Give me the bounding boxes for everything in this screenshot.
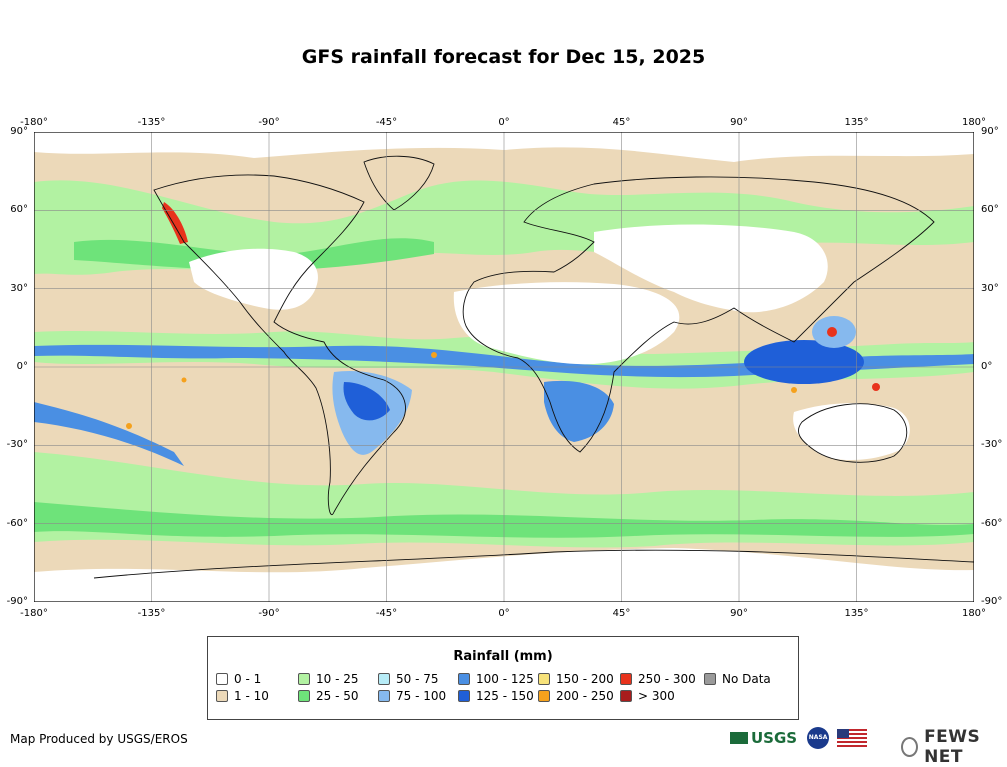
legend-label: > 300 <box>638 689 675 703</box>
legend-swatch <box>458 673 470 685</box>
usgs-logo: USGS NASA <box>730 727 868 749</box>
legend-swatch <box>216 690 228 702</box>
latitude-label: 60° <box>981 204 999 216</box>
map-title: GFS rainfall forecast for Dec 15, 2025 <box>301 46 706 68</box>
americas-coastline <box>153 174 406 515</box>
latitude-label: 60° <box>10 204 28 216</box>
legend-item: 125 - 150 <box>458 689 534 703</box>
legend-label: 10 - 25 <box>316 672 359 686</box>
legend-label: No Data <box>722 672 771 686</box>
legend-item: 1 - 10 <box>216 689 269 703</box>
fews-net-logo: FEWS NET <box>901 727 1007 767</box>
legend-item: 200 - 250 <box>538 689 614 703</box>
legend-item: No Data <box>704 672 771 686</box>
legend-swatch <box>620 690 632 702</box>
legend-item: 75 - 100 <box>378 689 446 703</box>
legend-label: 1 - 10 <box>234 689 269 703</box>
legend-label: 0 - 1 <box>234 672 262 686</box>
latitude-label: -60° <box>981 517 1003 529</box>
longitude-label: 180° <box>961 117 987 128</box>
latitude-label: -90° <box>6 596 28 607</box>
latitude-label: 90° <box>10 126 28 137</box>
latitude-label: 0° <box>16 361 28 372</box>
longitude-label: -135° <box>137 608 166 619</box>
legend-swatch <box>378 673 390 685</box>
longitude-label: -45° <box>375 608 398 619</box>
pacific-northwest-rain <box>162 202 188 244</box>
legend-swatch <box>538 690 550 702</box>
latitude-label: -30° <box>6 439 28 451</box>
longitude-label: -90° <box>258 117 280 128</box>
longitude-label: 90° <box>730 117 748 128</box>
longitude-label: -180° <box>20 117 48 128</box>
sahara-dry <box>453 282 680 365</box>
legend-swatch <box>704 673 716 685</box>
antarctica-coastline <box>93 549 974 579</box>
latitude-label: -30° <box>981 439 1003 451</box>
us-flag-icon <box>837 729 868 747</box>
south-pacific-convergence <box>34 402 184 466</box>
longitude-label: -135° <box>137 117 166 128</box>
longitude-label: 135° <box>844 608 869 619</box>
australia-coastline <box>798 403 908 463</box>
maritime-continent-rain <box>744 340 864 384</box>
legend-item: 25 - 50 <box>298 689 359 703</box>
legend-item: 150 - 200 <box>538 672 614 686</box>
credit-text: Map Produced by USGS/EROS <box>10 732 188 746</box>
state-department-seal-icon <box>901 737 919 757</box>
longitude-label: -45° <box>375 117 398 128</box>
legend-label: 75 - 100 <box>396 689 447 703</box>
legend-item: 10 - 25 <box>298 672 359 686</box>
longitude-label: 135° <box>844 117 869 128</box>
latitude-label: 30° <box>981 282 999 294</box>
legend-label: 200 - 250 <box>556 689 614 703</box>
longitude-label: -90° <box>258 608 280 619</box>
north-america-dry <box>189 248 318 310</box>
philippines-peak <box>827 327 837 337</box>
legend-item: 50 - 75 <box>378 672 439 686</box>
latitude-label: -60° <box>6 517 28 529</box>
latitude-label: 90° <box>981 126 999 137</box>
legend-item: > 300 <box>620 689 675 703</box>
longitude-label: 0° <box>498 117 510 128</box>
longitude-label: 45° <box>612 608 631 619</box>
longitude-label: 90° <box>730 608 748 619</box>
legend: Rainfall (mm) 0 - 1 1 - 10 10 - 25 25 - 50 5… <box>207 636 799 720</box>
nasa-logo: NASA <box>807 727 830 749</box>
eurasia-africa-coastline <box>462 176 935 453</box>
longitude-label: 45° <box>612 117 631 128</box>
legend-title: Rainfall (mm) <box>453 649 553 664</box>
legend-label: 150 - 200 <box>556 672 614 686</box>
legend-item: 250 - 300 <box>620 672 696 686</box>
latitude-label: -90° <box>981 596 1003 607</box>
legend-swatch <box>458 690 470 702</box>
legend-label: 250 - 300 <box>638 672 696 686</box>
legend-swatch <box>298 673 310 685</box>
legend-label: 125 - 150 <box>476 689 534 703</box>
longitude-label: -180° <box>20 608 48 619</box>
legend-swatch <box>538 673 550 685</box>
legend-label: 50 - 75 <box>396 672 439 686</box>
latitude-label: 30° <box>10 282 28 294</box>
legend-label: 100 - 125 <box>476 672 534 686</box>
legend-swatch <box>378 690 390 702</box>
legend-swatch <box>298 690 310 702</box>
legend-swatch <box>216 673 228 685</box>
asia-dry <box>594 224 828 313</box>
longitude-label: 0° <box>498 608 510 619</box>
greenland-coastline <box>363 155 435 211</box>
legend-label: 25 - 50 <box>316 689 359 703</box>
graticule <box>34 132 974 602</box>
coastlines <box>93 155 974 579</box>
longitude-label: 180° <box>961 608 987 619</box>
australia-dry <box>793 403 910 461</box>
legend-item: 100 - 125 <box>458 672 534 686</box>
legend-item: 0 - 1 <box>216 672 261 686</box>
rainfall-map <box>34 132 974 602</box>
legend-swatch <box>620 673 632 685</box>
africa-rain <box>544 380 614 442</box>
latitude-label: 0° <box>981 361 993 372</box>
